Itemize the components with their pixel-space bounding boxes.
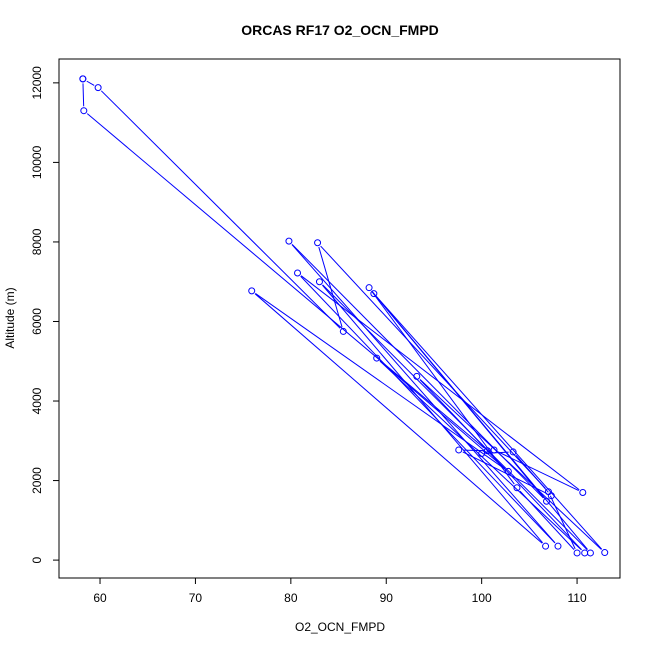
series-segment [300, 275, 580, 491]
data-point [314, 239, 322, 247]
series-segment [300, 275, 556, 544]
data-point [455, 446, 463, 454]
series-segment [291, 243, 544, 499]
y-tick-label: 10000 [30, 145, 44, 179]
series-segment [82, 83, 85, 107]
data-point [543, 497, 551, 505]
series-segment [254, 293, 543, 544]
data-point [80, 107, 88, 115]
data-point [413, 372, 421, 380]
data-point [315, 278, 323, 286]
x-tick-label: 100 [472, 591, 492, 605]
data-point [573, 549, 581, 557]
data-point [339, 327, 347, 335]
data-point [542, 542, 550, 550]
data-point [579, 488, 587, 496]
data-point [285, 237, 293, 245]
data-point [79, 75, 87, 83]
series-segment [497, 451, 579, 491]
y-tick-label: 0 [30, 556, 44, 563]
series-segment [463, 449, 483, 452]
y-tick-label: 12000 [30, 66, 44, 100]
y-tick-label: 8000 [30, 228, 44, 255]
data-point [504, 467, 512, 475]
series-segment [376, 296, 603, 550]
x-axis: 60 70 80 90 100 110 [93, 578, 587, 605]
data-point [483, 447, 491, 455]
series-segment [318, 246, 343, 328]
x-axis-label: O2_OCN_FMPD [295, 620, 385, 634]
series-segment [379, 360, 582, 551]
data-point [365, 284, 373, 292]
data-point [490, 446, 498, 454]
series-segment [515, 454, 549, 493]
y-tick-label: 2000 [30, 467, 44, 494]
data-point [554, 542, 562, 550]
series-segment [100, 90, 341, 329]
data-point [601, 549, 609, 557]
data-point [513, 484, 521, 492]
data-point [294, 269, 302, 277]
series-segment [376, 296, 545, 499]
series-segment [86, 113, 485, 449]
y-axis: 0 2000 4000 6000 8000 10000 12000 [30, 66, 59, 563]
data-point [478, 450, 486, 458]
series-segment [86, 80, 95, 86]
y-tick-label: 6000 [30, 308, 44, 335]
data-point [547, 492, 555, 500]
data-series [82, 80, 603, 551]
series-segment [291, 244, 556, 544]
series-segment [419, 379, 582, 551]
series-segment [320, 245, 546, 489]
series-segment [485, 450, 490, 453]
data-point [509, 448, 517, 456]
data-point [94, 84, 102, 92]
chart-title: ORCAS RF17 O2_OCN_FMPD [241, 22, 439, 38]
data-point [581, 549, 589, 557]
series-segment [462, 451, 548, 495]
data-point [370, 290, 378, 298]
x-tick-label: 90 [380, 591, 394, 605]
x-tick-label: 60 [93, 591, 107, 605]
plot-frame [58, 58, 621, 579]
data-point [248, 287, 256, 295]
x-tick-label: 70 [189, 591, 203, 605]
x-tick-label: 110 [567, 591, 586, 605]
data-point [586, 549, 594, 557]
y-axis-label: Altitude (m) [3, 287, 17, 348]
data-markers [79, 75, 609, 557]
y-tick-label: 4000 [30, 387, 44, 414]
data-point [373, 354, 381, 362]
x-tick-label: 80 [284, 591, 298, 605]
